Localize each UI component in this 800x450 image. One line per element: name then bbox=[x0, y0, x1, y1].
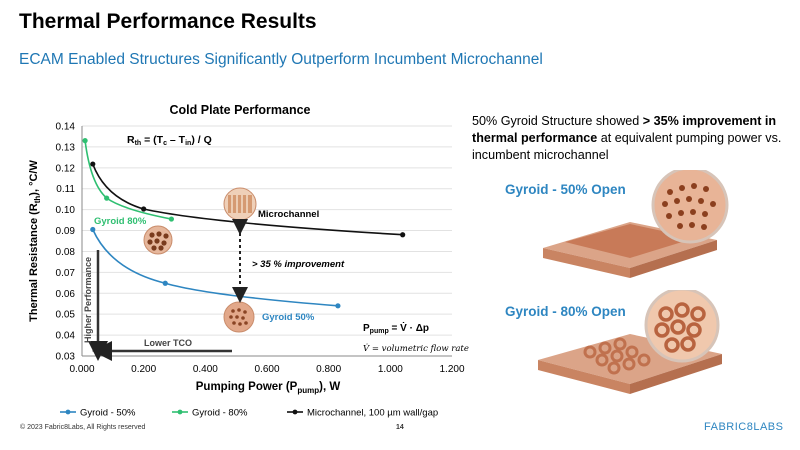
data-point bbox=[90, 161, 96, 167]
data-point bbox=[168, 216, 175, 222]
higher-performance-label: Higher Performance bbox=[83, 257, 93, 343]
series-line bbox=[84, 140, 172, 220]
y-tick-label: 0.08 bbox=[56, 247, 76, 258]
gyroid80-image-label: Gyroid - 80% Open bbox=[505, 304, 626, 319]
microchannel-thumbnail bbox=[223, 187, 257, 221]
rth-formula: Rth = (Tc – Tin) / Q bbox=[127, 134, 212, 147]
y-tick-labels: 0.03 0.04 0.05 0.06 0.07 0.08 0.09 0.10 0.11 0.12… bbox=[56, 122, 76, 363]
y-tick-label: 0.07 bbox=[56, 268, 76, 279]
y-tick-label: 0.04 bbox=[56, 331, 76, 342]
x-tick-label: 0.000 bbox=[69, 364, 94, 375]
copyright-footer: © 2023 Fabric8Labs, All Rights reserved bbox=[20, 424, 146, 431]
y-tick-label: 0.10 bbox=[56, 205, 76, 216]
label-gyroid50: Gyroid 50% bbox=[262, 312, 315, 323]
label-microchannel: Microchannel bbox=[258, 209, 319, 220]
y-axis-label: Thermal Resistance (Rth), °C/W bbox=[28, 160, 42, 322]
data-point bbox=[82, 138, 88, 144]
data-point bbox=[400, 232, 406, 238]
legend-entry: Gyroid - 80% bbox=[192, 408, 248, 419]
y-tick-label: 0.11 bbox=[56, 184, 75, 195]
x-tick-label: 0.800 bbox=[316, 364, 341, 375]
legend-entry: Microchannel, 100 µm wall/gap bbox=[307, 408, 438, 419]
x-tick-label: 1.000 bbox=[378, 364, 403, 375]
y-tick-label: 0.05 bbox=[56, 310, 76, 321]
data-point bbox=[335, 303, 341, 309]
label-gyroid80: Gyroid 80% bbox=[94, 216, 147, 227]
results-callout: 50% Gyroid Structure showed > 35% improv… bbox=[472, 114, 782, 162]
chart-legend: Gyroid - 50% Gyroid - 80% Microchannel, 10… bbox=[60, 408, 438, 419]
x-tick-label: 0.200 bbox=[131, 364, 156, 375]
y-tick-label: 0.12 bbox=[56, 163, 76, 174]
x-axis-label: Pumping Power (Ppump), W bbox=[196, 381, 341, 395]
gyroid50-photo bbox=[543, 170, 729, 278]
data-point bbox=[162, 280, 168, 286]
y-tick-label: 0.14 bbox=[56, 122, 76, 133]
slide-title: Thermal Performance Results bbox=[19, 10, 317, 33]
gyroid80-photo bbox=[538, 290, 722, 394]
data-point bbox=[104, 195, 110, 201]
x-tick-label: 1.200 bbox=[439, 364, 464, 375]
x-tick-label: 0.600 bbox=[254, 364, 279, 375]
cold-plate-chart: Cold Plate Performance 0.030.040.050.060… bbox=[28, 103, 469, 419]
y-tick-label: 0.13 bbox=[56, 142, 76, 153]
grid-layer bbox=[82, 125, 452, 336]
lower-tco-label: Lower TCO bbox=[144, 338, 192, 348]
page-number: 14 bbox=[396, 424, 404, 431]
fabric8labs-logo: FABRIC8LABS bbox=[704, 421, 784, 433]
series-line bbox=[92, 163, 403, 236]
x-tick-label: 0.400 bbox=[193, 364, 218, 375]
chart-title: Cold Plate Performance bbox=[169, 103, 310, 117]
legend-marker bbox=[292, 409, 298, 415]
legend-entry: Gyroid - 50% bbox=[80, 408, 136, 419]
data-point bbox=[90, 226, 96, 233]
legend-marker bbox=[65, 409, 71, 415]
ppump-formula: Ppump = V̇ · Δp bbox=[363, 322, 429, 335]
y-tick-label: 0.06 bbox=[56, 289, 76, 300]
gyroid80-thumbnail bbox=[143, 225, 173, 255]
gyroid50-thumbnail bbox=[223, 301, 255, 333]
y-tick-label: 0.09 bbox=[56, 226, 76, 237]
flow-rate-note: V̇ = volumetric flow rate bbox=[363, 342, 469, 354]
series-line bbox=[92, 229, 338, 307]
legend-marker bbox=[177, 409, 183, 415]
slide-subtitle: ECAM Enabled Structures Significantly Ou… bbox=[19, 51, 543, 68]
x-tick-labels: 0.000 0.200 0.400 0.600 0.800 1.000 1.200 bbox=[69, 364, 464, 375]
y-tick-label: 0.03 bbox=[56, 352, 76, 363]
gyroid50-image-label: Gyroid - 50% Open bbox=[505, 182, 626, 197]
improvement-label: > 35 % improvement bbox=[252, 259, 345, 270]
data-point bbox=[141, 206, 147, 212]
series-layer bbox=[82, 138, 406, 309]
